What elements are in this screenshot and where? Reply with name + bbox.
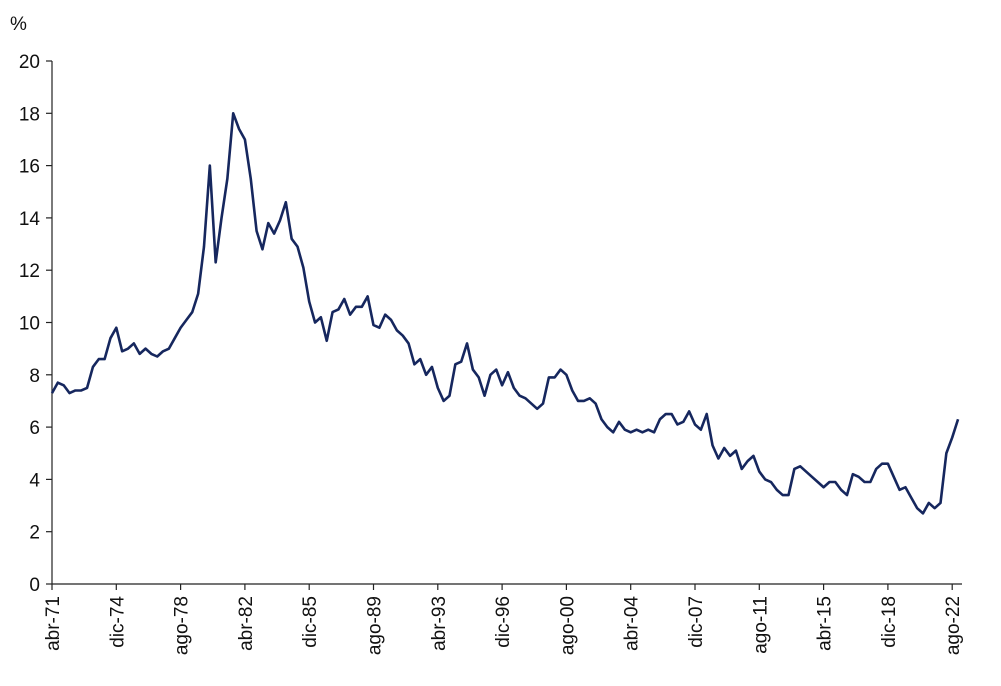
y-tick-label: 16 xyxy=(19,157,40,178)
y-tick-label: 2 xyxy=(29,523,40,544)
y-axis-unit: % xyxy=(10,14,27,35)
x-tick-label: abr-15 xyxy=(815,596,836,651)
x-tick-label: abr-93 xyxy=(429,596,450,651)
y-tick-label: 4 xyxy=(29,470,40,491)
x-tick-label: dic-07 xyxy=(686,596,707,648)
y-tick-label: 0 xyxy=(29,575,40,596)
y-tick-label: 10 xyxy=(19,314,40,335)
x-tick-label: ago-89 xyxy=(365,596,386,655)
x-tick-label: dic-96 xyxy=(493,596,514,648)
x-tick-label: abr-04 xyxy=(622,596,643,651)
x-tick-label: ago-11 xyxy=(750,596,771,654)
x-tick-label: abr-82 xyxy=(236,596,257,651)
x-tick-label: ago-00 xyxy=(557,596,578,655)
x-tick-label: dic-85 xyxy=(300,596,321,648)
x-tick-label: ago-78 xyxy=(172,596,193,655)
y-tick-label: 18 xyxy=(19,104,40,125)
data-line xyxy=(50,112,960,515)
y-tick-label: 14 xyxy=(19,209,41,230)
y-tick-label: 8 xyxy=(29,366,40,387)
x-tick-label: abr-71 xyxy=(43,596,64,651)
y-tick-label: 20 xyxy=(19,52,40,73)
y-tick-label: 6 xyxy=(29,418,40,439)
x-tick-label: dic-74 xyxy=(107,596,128,648)
y-tick-label: 12 xyxy=(19,261,40,282)
x-tick-label: ago-22 xyxy=(943,596,964,655)
x-tick-label: dic-18 xyxy=(879,596,900,648)
